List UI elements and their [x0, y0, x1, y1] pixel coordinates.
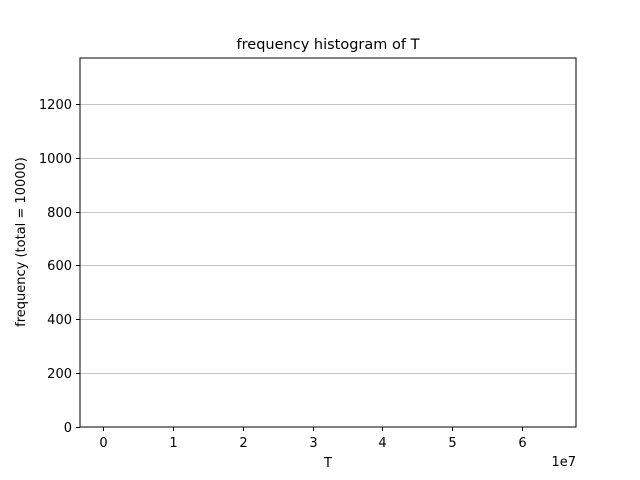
y-axis-label: frequency (total = 10000) — [14, 157, 29, 327]
y-tick-label: 0 — [64, 421, 72, 436]
plot-area-frame — [79, 57, 577, 428]
x-tick-label: 0 — [99, 436, 107, 451]
x-tick-label: 5 — [448, 436, 456, 451]
y-tick-label: 400 — [47, 313, 72, 328]
y-tick-label: 600 — [47, 259, 72, 274]
y-tick-label: 1000 — [39, 152, 72, 167]
y-axis-ticks: 0 200 400 600 800 1000 1200 — [39, 98, 80, 436]
x-tick-label: 2 — [239, 436, 247, 451]
x-tick-label: 4 — [378, 436, 386, 451]
y-tick-label: 200 — [47, 367, 72, 382]
y-tick-label: 1200 — [39, 98, 72, 113]
x-axis-label: T — [323, 456, 332, 471]
x-tick-label: 3 — [309, 436, 317, 451]
x-axis-offset-label: 1e7 — [551, 455, 576, 470]
chart-title: frequency histogram of T — [237, 37, 420, 53]
x-tick-label: 1 — [169, 436, 177, 451]
grid-lines — [80, 104, 576, 374]
y-tick-label: 800 — [47, 206, 72, 221]
x-axis-ticks: 0 1 2 3 4 5 6 — [99, 427, 527, 451]
x-tick-label: 6 — [518, 436, 526, 451]
